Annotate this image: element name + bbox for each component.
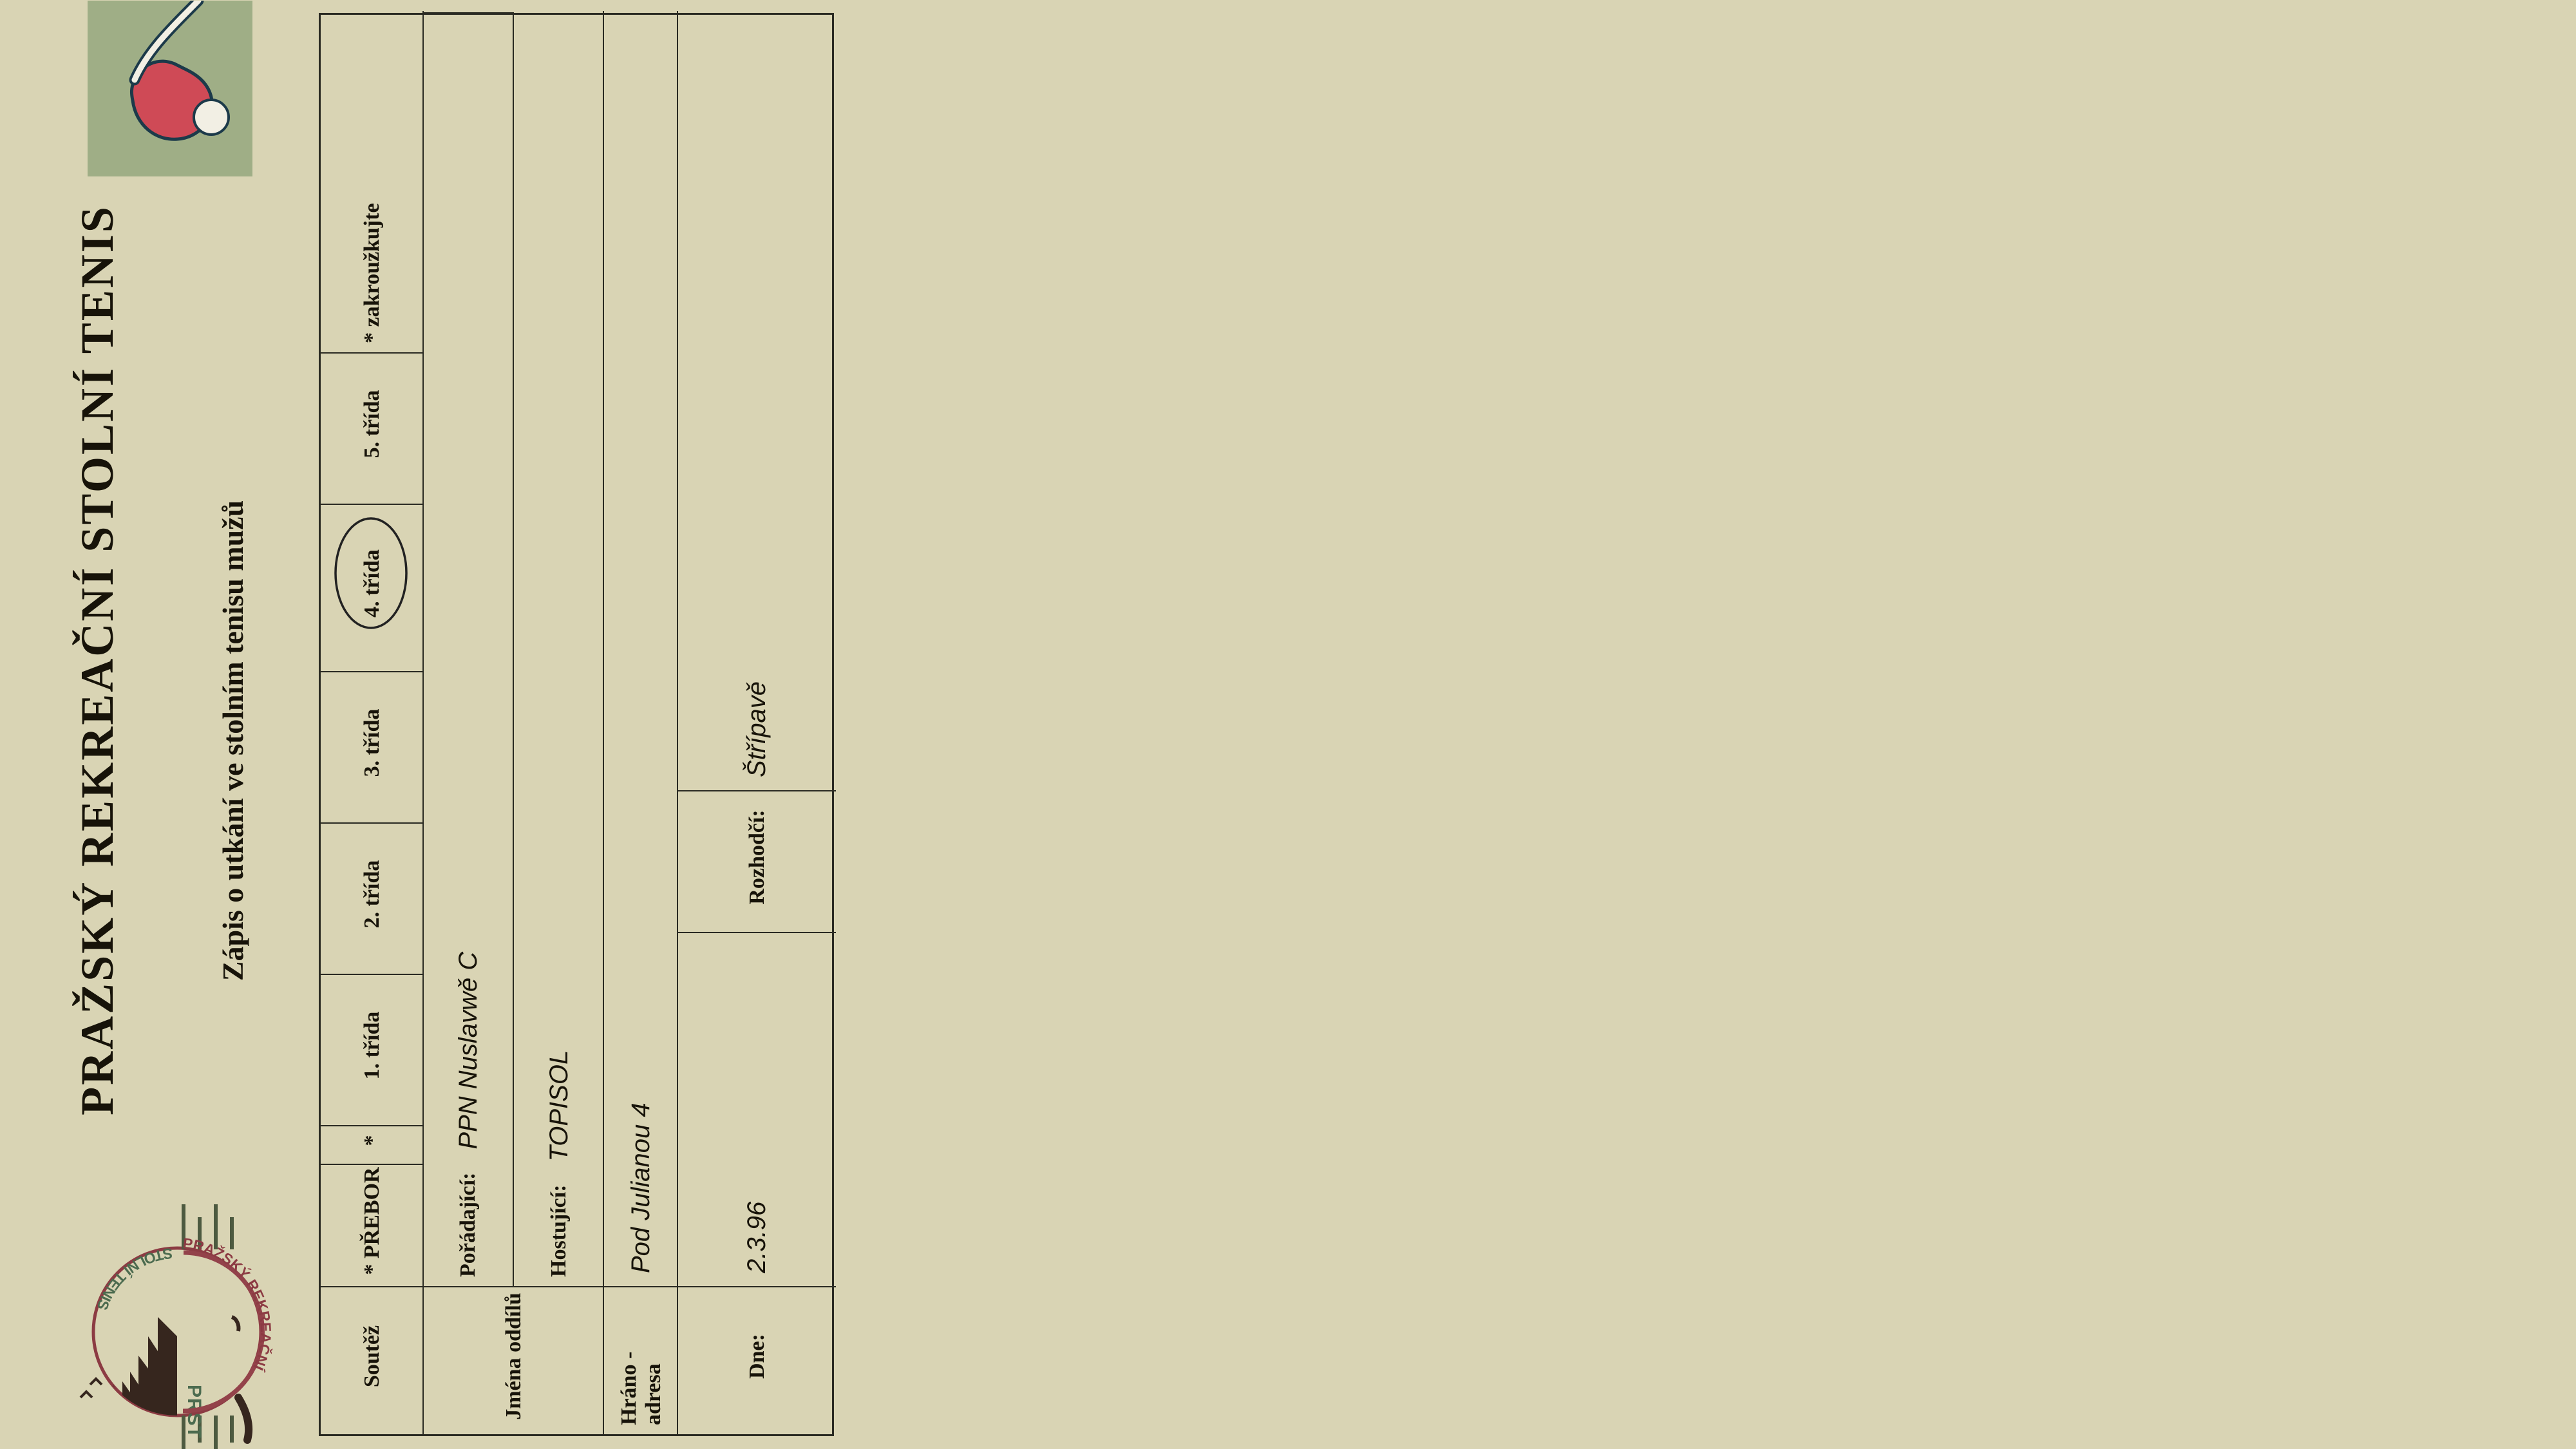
svg-text:STOLNÍ TENIS: STOLNÍ TENIS — [94, 1245, 174, 1312]
